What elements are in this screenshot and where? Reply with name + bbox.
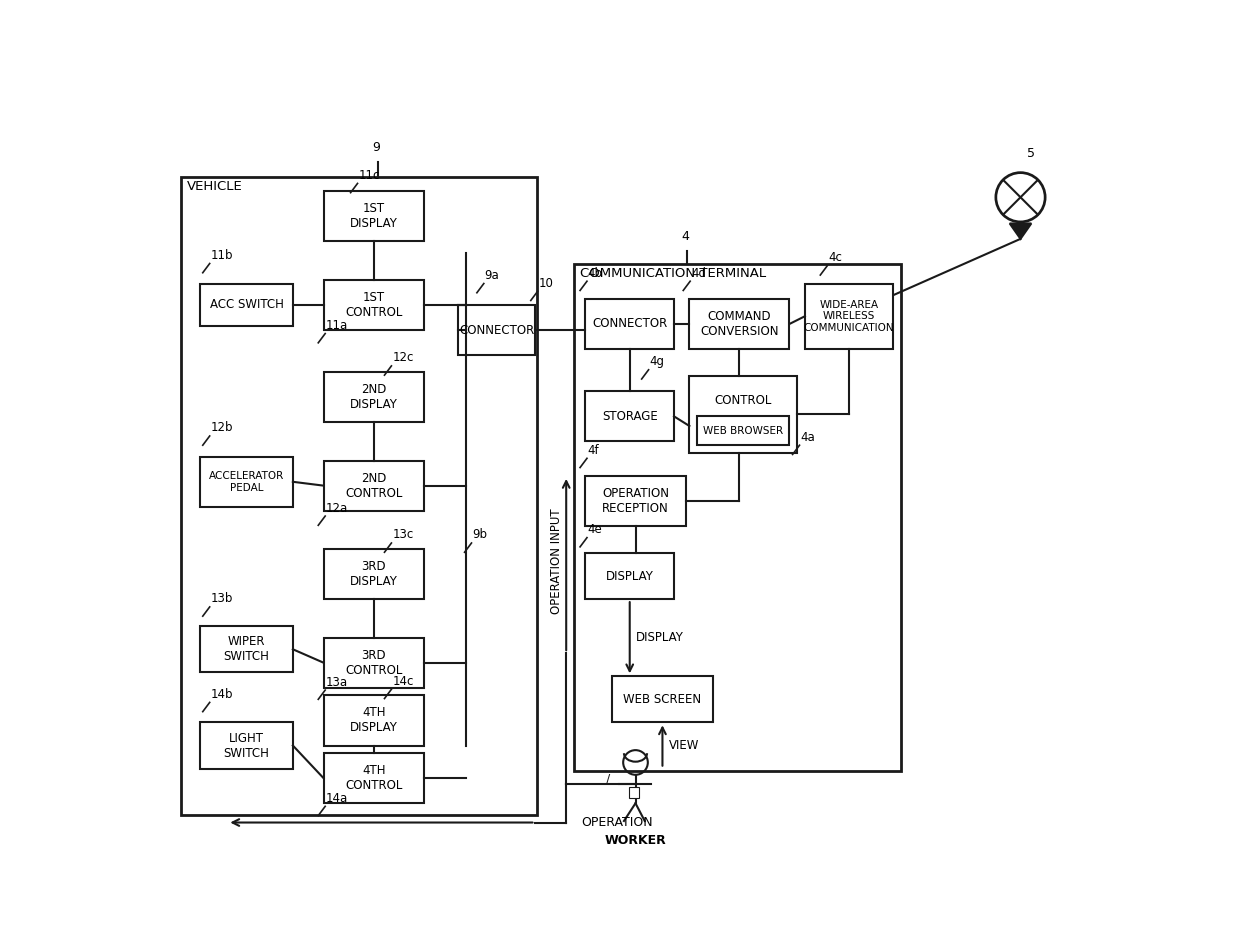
Text: 11a: 11a [326, 319, 348, 332]
Bar [201, 723, 293, 768]
Bar [805, 283, 894, 349]
Text: WEB BROWSER: WEB BROWSER [703, 426, 784, 436]
Text: 12a: 12a [326, 501, 348, 514]
Bar [201, 626, 293, 672]
Text: OPERATION: OPERATION [582, 816, 653, 829]
Text: DISPLAY: DISPLAY [606, 570, 653, 583]
Text: CONTROL: CONTROL [714, 394, 773, 407]
Text: 1ST
DISPLAY: 1ST DISPLAY [350, 203, 398, 230]
Text: /: / [606, 773, 610, 786]
Bar [201, 456, 293, 507]
Text: 4c: 4c [828, 251, 842, 264]
Bar [324, 372, 424, 422]
Text: WIDE-AREA
WIRELESS
COMMUNICATION: WIDE-AREA WIRELESS COMMUNICATION [804, 300, 894, 333]
Text: 5: 5 [1027, 147, 1034, 161]
Bar [181, 177, 537, 815]
Text: 4TH
CONTROL: 4TH CONTROL [345, 765, 403, 792]
Bar [689, 376, 797, 453]
Text: 11b: 11b [211, 249, 233, 262]
Text: 10: 10 [538, 277, 553, 290]
Text: 2ND
DISPLAY: 2ND DISPLAY [350, 383, 398, 411]
Text: 9: 9 [372, 141, 379, 154]
Bar [585, 553, 675, 599]
Polygon shape [1009, 223, 1032, 239]
Bar [201, 283, 293, 326]
Bar [574, 264, 901, 771]
Text: 4g: 4g [650, 356, 665, 368]
Text: LIGHT
SWITCH: LIGHT SWITCH [223, 731, 269, 760]
Text: 9b: 9b [472, 529, 487, 541]
Bar [324, 280, 424, 330]
Text: 11c: 11c [358, 169, 379, 182]
Text: WEB SCREEN: WEB SCREEN [624, 693, 702, 706]
Text: 4e: 4e [588, 523, 603, 536]
Bar [613, 676, 713, 723]
Text: 4TH
DISPLAY: 4TH DISPLAY [350, 707, 398, 734]
Text: 4f: 4f [588, 444, 599, 456]
Bar [324, 695, 424, 746]
Bar [689, 299, 790, 349]
Text: OPERATION INPUT: OPERATION INPUT [551, 508, 563, 613]
Bar [585, 391, 675, 441]
Text: VEHICLE: VEHICLE [187, 181, 243, 193]
Text: ACCELERATOR
PEDAL: ACCELERATOR PEDAL [210, 471, 284, 493]
Text: OPERATION
RECEPTION: OPERATION RECEPTION [601, 487, 670, 515]
Bar [324, 460, 424, 511]
Text: 13a: 13a [326, 675, 348, 689]
Bar [630, 787, 639, 798]
Text: 14a: 14a [326, 792, 348, 805]
Text: STORAGE: STORAGE [601, 410, 657, 423]
Text: 13c: 13c [392, 529, 413, 541]
Bar [324, 191, 424, 242]
Text: 1ST
CONTROL: 1ST CONTROL [345, 291, 403, 319]
Text: DISPLAY: DISPLAY [636, 631, 683, 644]
Text: WORKER: WORKER [605, 834, 666, 847]
Text: 4a: 4a [800, 431, 815, 444]
Bar [324, 549, 424, 599]
Text: 3RD
CONTROL: 3RD CONTROL [345, 649, 403, 677]
Bar [585, 476, 686, 526]
Text: 12b: 12b [211, 421, 233, 435]
Text: COMMUNICATION TERMINAL: COMMUNICATION TERMINAL [580, 267, 766, 281]
Text: CONNECTOR: CONNECTOR [459, 323, 534, 337]
Text: COMMAND
CONVERSION: COMMAND CONVERSION [701, 310, 779, 338]
Bar [459, 305, 536, 355]
Bar [697, 416, 789, 445]
Text: VIEW: VIEW [668, 739, 699, 752]
Bar [324, 753, 424, 804]
Bar [585, 299, 675, 349]
Text: 14b: 14b [211, 688, 233, 701]
Text: 13b: 13b [211, 592, 233, 606]
Text: CONNECTOR: CONNECTOR [591, 318, 667, 330]
Text: WIPER
SWITCH: WIPER SWITCH [223, 635, 269, 663]
Text: 14c: 14c [392, 675, 414, 688]
Text: 4b: 4b [588, 266, 603, 280]
Text: 12c: 12c [392, 351, 414, 364]
Text: 4: 4 [682, 230, 689, 243]
Text: 9a: 9a [485, 269, 500, 282]
Bar [324, 638, 424, 688]
Text: ACC SWITCH: ACC SWITCH [210, 299, 284, 311]
Text: 4d: 4d [691, 266, 706, 280]
Text: 2ND
CONTROL: 2ND CONTROL [345, 472, 403, 499]
Text: 3RD
DISPLAY: 3RD DISPLAY [350, 560, 398, 589]
